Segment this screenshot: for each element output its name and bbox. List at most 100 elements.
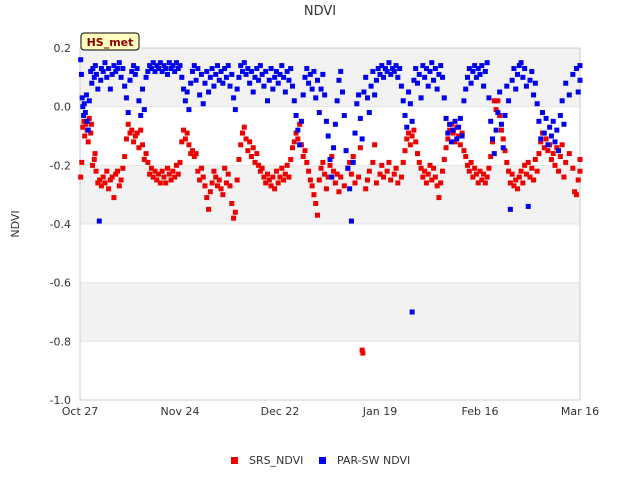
x-tick-label: Nov 24	[161, 405, 200, 418]
data-point	[261, 174, 267, 180]
data-point	[81, 112, 87, 118]
data-point	[227, 83, 233, 89]
data-point	[504, 83, 510, 89]
data-point	[168, 177, 174, 183]
data-point	[266, 77, 272, 83]
data-point	[273, 68, 279, 74]
data-point	[502, 112, 508, 118]
data-point	[518, 60, 524, 66]
data-point	[500, 145, 506, 151]
data-point	[157, 180, 163, 186]
data-point	[245, 66, 251, 72]
data-point	[413, 66, 419, 72]
data-point	[406, 89, 412, 95]
data-point	[366, 168, 372, 174]
data-point	[177, 159, 183, 165]
data-point	[518, 168, 524, 174]
data-point	[165, 71, 170, 77]
data-point	[481, 171, 487, 177]
data-point	[411, 127, 417, 133]
data-point	[90, 162, 95, 168]
data-point	[432, 66, 438, 72]
data-point	[398, 174, 404, 180]
data-point	[277, 71, 283, 77]
data-point	[86, 98, 92, 104]
data-point	[202, 80, 208, 86]
data-point	[315, 212, 320, 218]
data-point	[402, 112, 408, 118]
data-point	[570, 71, 576, 77]
data-point	[466, 66, 472, 72]
data-point	[213, 174, 219, 180]
data-point	[179, 139, 185, 145]
data-point	[161, 174, 167, 180]
data-point	[441, 95, 447, 101]
data-point	[477, 168, 483, 174]
data-point	[516, 174, 522, 180]
data-point	[134, 130, 140, 136]
data-point	[200, 174, 206, 180]
data-point	[484, 60, 490, 66]
station-badge: HS_met	[80, 32, 140, 51]
data-point	[456, 133, 462, 139]
data-point	[113, 171, 119, 177]
data-point	[427, 68, 433, 74]
data-point	[345, 165, 351, 171]
data-point	[93, 168, 99, 174]
data-point	[329, 154, 335, 160]
y-tick-label: 0.2	[54, 42, 72, 55]
data-point	[206, 89, 212, 95]
data-point	[102, 60, 108, 66]
y-tick-label: -0.2	[50, 159, 71, 172]
data-point	[191, 63, 197, 69]
data-point	[250, 89, 256, 95]
data-point	[256, 77, 262, 83]
data-point	[513, 177, 519, 183]
data-point	[509, 77, 515, 83]
data-point	[543, 115, 549, 121]
data-point	[452, 118, 458, 124]
data-point	[116, 183, 122, 189]
data-point	[220, 192, 226, 198]
data-point	[166, 60, 172, 66]
data-point	[377, 71, 383, 77]
data-point	[541, 130, 547, 136]
data-point	[186, 142, 192, 148]
data-point	[129, 68, 135, 74]
station-badge-label: HS_met	[87, 36, 134, 49]
data-point	[409, 118, 415, 124]
data-point	[204, 68, 210, 74]
data-point	[450, 130, 456, 136]
data-point	[390, 66, 395, 72]
data-point	[402, 148, 408, 154]
data-point	[109, 174, 115, 180]
data-point	[186, 107, 192, 113]
data-point	[140, 142, 145, 148]
data-point	[279, 63, 285, 69]
data-point	[420, 174, 426, 180]
data-point	[329, 174, 335, 180]
data-point	[152, 68, 158, 74]
series-par-sw-ndvi	[78, 57, 583, 315]
data-point	[291, 139, 297, 145]
data-point	[370, 68, 376, 74]
data-point	[306, 168, 312, 174]
data-point	[78, 57, 84, 63]
data-point	[557, 112, 563, 118]
data-point	[356, 92, 362, 98]
data-point	[395, 180, 401, 186]
data-point	[311, 192, 317, 198]
data-point	[425, 83, 431, 89]
data-point	[577, 168, 583, 174]
data-point	[190, 68, 195, 74]
data-point	[348, 171, 354, 177]
data-point	[545, 148, 551, 154]
data-point	[327, 156, 333, 162]
y-tick-label: -1.0	[50, 394, 71, 407]
data-point	[111, 63, 117, 69]
data-point	[522, 162, 528, 168]
data-point	[356, 174, 362, 180]
data-point	[122, 83, 128, 89]
data-point	[377, 171, 383, 177]
data-point	[179, 74, 185, 80]
